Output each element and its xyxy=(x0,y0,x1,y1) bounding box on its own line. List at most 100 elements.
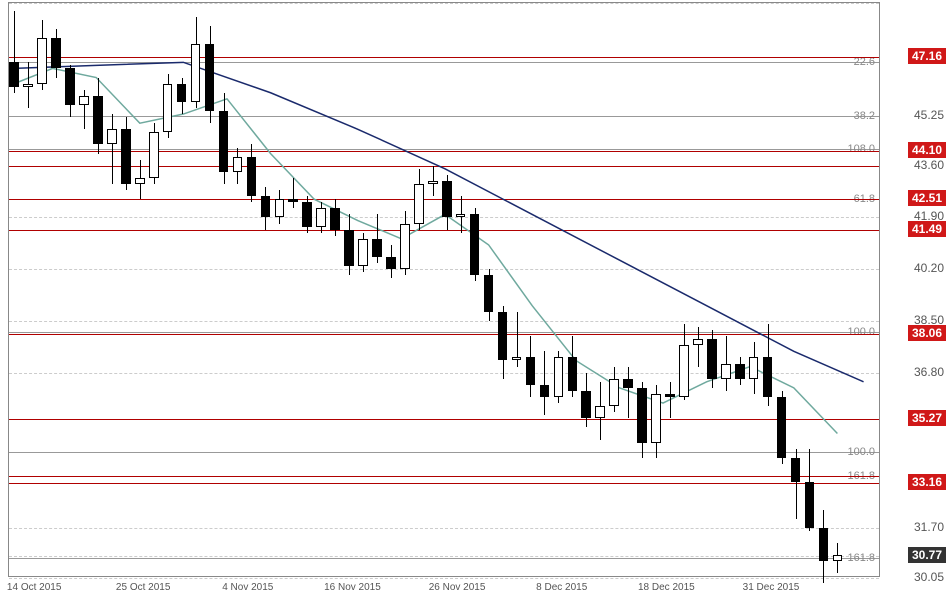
candle-body[interactable] xyxy=(316,208,326,226)
candle-wick xyxy=(293,178,294,208)
level-line xyxy=(9,483,879,484)
candle-body[interactable] xyxy=(637,388,647,443)
candle-body[interactable] xyxy=(9,62,19,86)
candle-body[interactable] xyxy=(679,345,689,397)
grid-line xyxy=(9,217,879,218)
level-line xyxy=(9,334,879,335)
candle-body[interactable] xyxy=(135,178,145,184)
candle-body[interactable] xyxy=(372,239,382,257)
candle-body[interactable] xyxy=(386,257,396,269)
candle-body[interactable] xyxy=(233,157,243,172)
price-label: 44.10 xyxy=(908,142,946,158)
candle-body[interactable] xyxy=(805,482,815,528)
candle-body[interactable] xyxy=(261,196,271,217)
candle-body[interactable] xyxy=(247,157,257,197)
candle-body[interactable] xyxy=(23,84,33,87)
candle-body[interactable] xyxy=(302,202,312,226)
fib-line xyxy=(9,62,879,63)
grid-line xyxy=(9,528,879,529)
level-line xyxy=(9,419,879,420)
level-line xyxy=(9,151,879,152)
grid-line xyxy=(9,269,879,270)
candle-body[interactable] xyxy=(665,394,675,397)
candle-body[interactable] xyxy=(51,38,61,68)
y-tick-label: 36.80 xyxy=(914,365,944,379)
candle-body[interactable] xyxy=(707,339,717,379)
candle-body[interactable] xyxy=(330,208,340,229)
candle-body[interactable] xyxy=(651,394,661,443)
ma-slow-line xyxy=(9,3,881,578)
fib-label: 100.0 xyxy=(847,446,875,458)
candle-body[interactable] xyxy=(456,214,466,217)
candle-body[interactable] xyxy=(163,84,173,133)
candle-body[interactable] xyxy=(498,312,508,361)
candle-body[interactable] xyxy=(540,385,550,397)
candle-body[interactable] xyxy=(65,68,75,105)
candle-body[interactable] xyxy=(833,555,843,561)
candle-body[interactable] xyxy=(288,199,298,202)
candle-body[interactable] xyxy=(428,181,438,184)
candle-body[interactable] xyxy=(763,357,773,397)
x-tick-label: 31 Dec 2015 xyxy=(743,582,800,593)
candle-body[interactable] xyxy=(526,357,536,384)
candle-body[interactable] xyxy=(107,129,117,144)
candle-body[interactable] xyxy=(470,214,480,275)
x-tick-label: 14 Oct 2015 xyxy=(7,582,61,593)
candle-wick xyxy=(670,382,671,419)
candle-body[interactable] xyxy=(512,357,522,360)
candle-body[interactable] xyxy=(93,96,103,145)
candle-body[interactable] xyxy=(275,199,285,217)
candle-body[interactable] xyxy=(568,357,578,390)
x-tick-label: 18 Dec 2015 xyxy=(638,582,695,593)
price-label: 47.16 xyxy=(908,48,946,64)
grid-line xyxy=(9,321,879,322)
fib-line xyxy=(9,116,879,117)
candle-body[interactable] xyxy=(735,364,745,379)
candle-body[interactable] xyxy=(777,397,787,458)
level-line xyxy=(9,57,879,58)
candle-body[interactable] xyxy=(554,357,564,397)
candle-body[interactable] xyxy=(414,184,424,224)
price-label: 41.49 xyxy=(908,221,946,237)
candle-body[interactable] xyxy=(609,379,619,406)
fib-label: 38.2 xyxy=(854,110,875,122)
candle-body[interactable] xyxy=(442,181,452,218)
candle-body[interactable] xyxy=(177,84,187,102)
candle-body[interactable] xyxy=(191,44,201,102)
fib-label: 161.8 xyxy=(847,552,875,564)
candle-body[interactable] xyxy=(581,391,591,418)
x-tick-label: 8 Dec 2015 xyxy=(536,582,587,593)
candle-body[interactable] xyxy=(344,230,354,267)
candle-wick xyxy=(544,351,545,415)
y-tick-label: 30.05 xyxy=(914,570,944,584)
candle-body[interactable] xyxy=(623,379,633,388)
fib-label: 108.0 xyxy=(847,143,875,155)
candle-body[interactable] xyxy=(358,239,368,266)
candle-wick xyxy=(698,327,699,367)
level-line xyxy=(9,476,879,477)
x-tick-label: 16 Nov 2015 xyxy=(324,582,381,593)
candle-body[interactable] xyxy=(400,224,410,270)
y-tick-label: 40.20 xyxy=(914,261,944,275)
candle-body[interactable] xyxy=(595,406,605,418)
candle-body[interactable] xyxy=(484,275,494,312)
candle-body[interactable] xyxy=(149,132,159,178)
candle-body[interactable] xyxy=(121,129,131,184)
plot-area[interactable]: 22.638.2108.061.8100.0100.0161.8161.8 xyxy=(8,2,880,577)
level-line xyxy=(9,230,879,231)
candle-body[interactable] xyxy=(721,364,731,379)
candle-body[interactable] xyxy=(37,38,47,84)
fib-line xyxy=(9,332,879,333)
candle-body[interactable] xyxy=(819,528,829,561)
candle-body[interactable] xyxy=(693,339,703,345)
candle-body[interactable] xyxy=(205,44,215,111)
y-axis: 30.0530.7731.7033.1635.2736.8038.0638.50… xyxy=(880,2,948,577)
candle-body[interactable] xyxy=(219,111,229,172)
y-tick-label: 31.70 xyxy=(914,520,944,534)
fib-label: 100.0 xyxy=(847,326,875,338)
price-label: 30.77 xyxy=(908,547,946,563)
y-tick-label: 43.60 xyxy=(914,158,944,172)
candle-body[interactable] xyxy=(79,96,89,105)
candle-body[interactable] xyxy=(749,357,759,378)
candle-body[interactable] xyxy=(791,458,801,482)
